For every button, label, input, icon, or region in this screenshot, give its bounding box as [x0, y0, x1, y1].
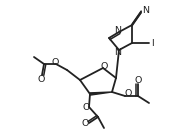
Text: O: O	[134, 75, 142, 85]
Text: O: O	[100, 61, 108, 71]
Text: N: N	[114, 25, 121, 34]
Text: I: I	[152, 38, 154, 47]
Text: O: O	[51, 58, 59, 66]
Text: O: O	[82, 103, 90, 113]
Text: N: N	[142, 6, 149, 15]
Text: N: N	[114, 47, 121, 57]
Text: O: O	[81, 120, 89, 129]
Text: O: O	[124, 89, 132, 99]
Text: O: O	[37, 74, 45, 83]
Polygon shape	[90, 92, 112, 95]
